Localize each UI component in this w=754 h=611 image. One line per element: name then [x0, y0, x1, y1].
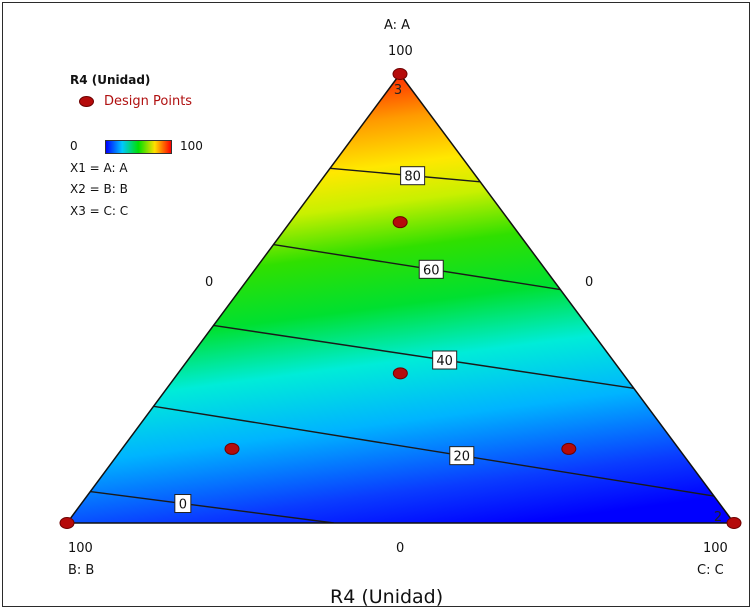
contour-label-box-20 [449, 446, 475, 466]
vertex-a-value: 100 [388, 44, 413, 59]
contour-line-40 [213, 324, 634, 389]
design-point [392, 216, 408, 229]
contour-label-40: 40 [436, 354, 453, 369]
vertex-c-name: C: C [697, 563, 724, 578]
contour-label-0: 0 [179, 498, 187, 513]
edge-label-bottom: 0 [396, 541, 405, 556]
design-point [59, 517, 75, 529]
legend-title: R4 (Unidad) [70, 73, 151, 87]
axis-title: R4 (Unidad) [330, 586, 444, 608]
vertex-b-name: B: B [68, 563, 95, 578]
edge-label-right: 0 [585, 275, 594, 290]
triangle-border [65, 72, 736, 524]
legend-design-points-label: Design Points [104, 94, 193, 109]
legend-factor-x1: X1 = A: A [70, 161, 128, 175]
contour-label-box-0 [174, 494, 192, 514]
contour-label-box-40 [432, 350, 458, 370]
edge-label-left: 0 [205, 275, 214, 290]
colorbar [105, 140, 172, 154]
design-point [726, 517, 742, 529]
design-point [392, 367, 408, 380]
contour-label-80: 80 [404, 170, 421, 185]
response-surface [67, 74, 734, 523]
legend-factor-x3: X3 = C: C [70, 204, 129, 218]
colorbar-max-label: 100 [180, 139, 203, 153]
contour-label-box-60 [418, 259, 444, 279]
contour-line-20 [153, 405, 715, 497]
colorbar-min-label: 0 [70, 139, 78, 153]
design-point [561, 442, 577, 455]
contour-label-box-80 [400, 166, 426, 186]
vertex-c-value: 100 [703, 541, 728, 556]
contour-line-60 [273, 243, 561, 291]
legend-factor-x2: X2 = B: B [70, 182, 128, 196]
contour-line-0 [90, 490, 334, 523]
contour-label-20: 20 [454, 450, 471, 465]
legend-design-point-marker [79, 96, 94, 107]
corner-tag-top: 3 [394, 83, 402, 98]
corner-tag-right: 2 [714, 510, 722, 525]
design-point [224, 442, 240, 455]
design-point [392, 68, 408, 80]
vertex-a-name: A: A [384, 18, 411, 33]
vertex-b-value: 100 [68, 541, 93, 556]
contour-label-60: 60 [423, 263, 440, 278]
